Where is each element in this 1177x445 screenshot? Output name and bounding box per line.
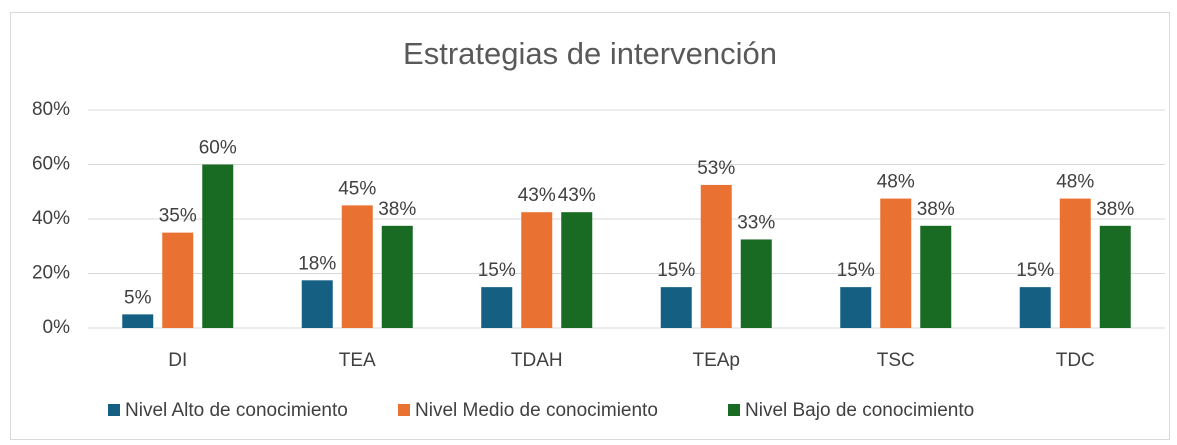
data-label: 48%	[877, 172, 915, 193]
bar	[1019, 287, 1051, 328]
data-label: 35%	[159, 206, 197, 227]
bar	[700, 184, 732, 328]
y-tick-label: 60%	[32, 154, 70, 175]
y-tick-label: 40%	[32, 208, 70, 229]
bar	[301, 280, 333, 328]
legend-swatch	[728, 404, 740, 416]
y-tick-label: 20%	[32, 263, 70, 284]
data-label: 45%	[338, 178, 376, 199]
y-tick-label: 80%	[32, 99, 70, 120]
data-label: 15%	[1016, 260, 1054, 281]
bar	[920, 225, 952, 328]
data-label: 60%	[199, 138, 237, 159]
y-tick-label: 0%	[43, 317, 71, 338]
data-label: 15%	[657, 260, 695, 281]
bar	[1059, 198, 1091, 328]
legend-label: Nivel Alto de conocimiento	[125, 400, 348, 421]
data-label: 33%	[737, 212, 775, 233]
x-tick-label: TEAp	[692, 350, 740, 371]
bar	[162, 232, 194, 328]
bar	[381, 225, 413, 328]
data-label: 38%	[1096, 199, 1134, 220]
bar	[740, 239, 772, 328]
data-label: 15%	[837, 260, 875, 281]
bar	[561, 212, 593, 328]
legend-swatch	[398, 404, 410, 416]
data-label: 48%	[1056, 172, 1094, 193]
data-label: 43%	[518, 185, 556, 206]
bar	[122, 314, 154, 328]
legend-swatch	[108, 404, 120, 416]
data-label: 43%	[558, 185, 596, 206]
x-tick-label: TEA	[339, 350, 376, 371]
bar	[840, 287, 872, 328]
data-label: 38%	[378, 199, 416, 220]
x-tick-label: DI	[168, 350, 187, 371]
data-label: 5%	[124, 287, 152, 308]
bar	[202, 164, 234, 328]
data-label: 15%	[478, 260, 516, 281]
data-label: 18%	[298, 253, 336, 274]
x-tick-label: TSC	[877, 350, 915, 371]
x-tick-label: TDC	[1056, 350, 1095, 371]
bar	[660, 287, 692, 328]
bar	[1099, 225, 1131, 328]
data-label: 38%	[917, 199, 955, 220]
bar	[880, 198, 912, 328]
legend-label: Nivel Bajo de conocimiento	[745, 400, 974, 421]
data-label: 53%	[697, 158, 735, 179]
bar	[521, 212, 553, 328]
chart-title: Estrategias de intervención	[403, 36, 777, 71]
bar	[481, 287, 513, 328]
x-tick-label: TDAH	[511, 350, 563, 371]
bar	[341, 205, 373, 328]
legend-label: Nivel Medio de conocimiento	[415, 400, 658, 421]
